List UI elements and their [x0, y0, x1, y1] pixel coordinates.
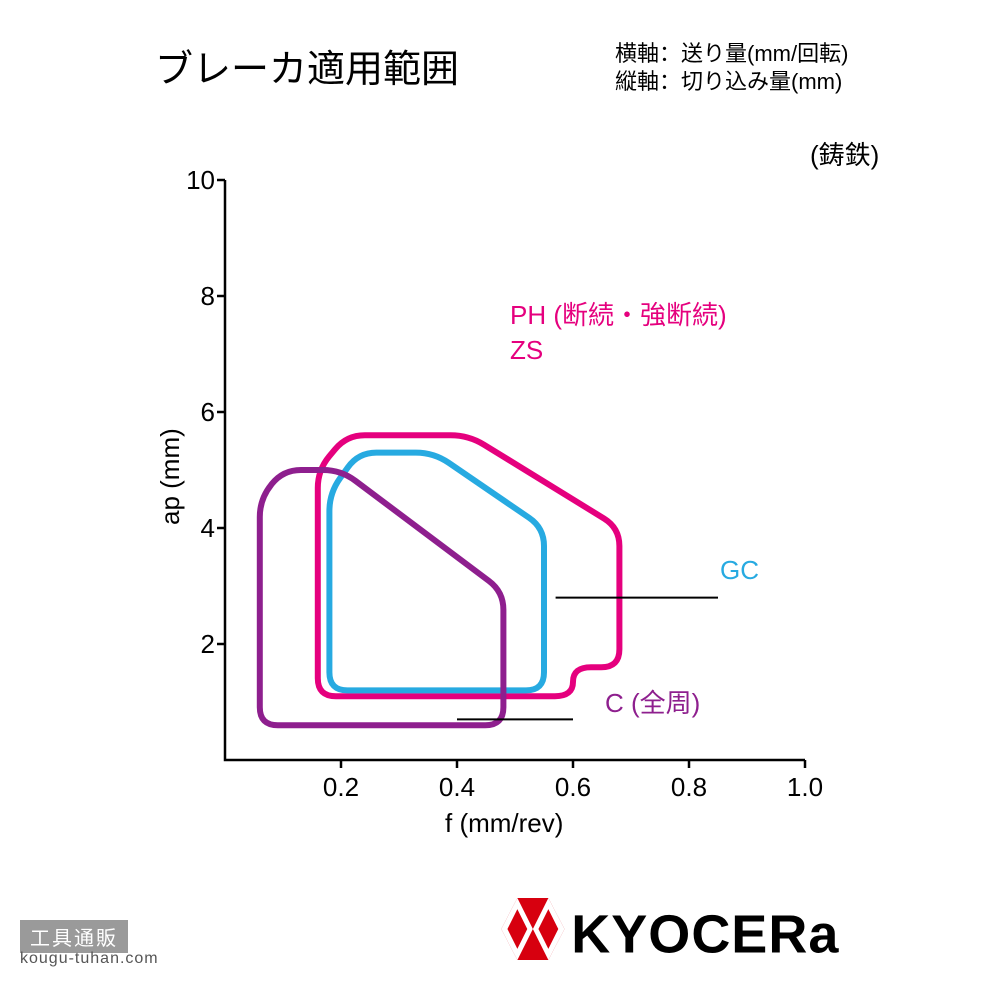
x-tick: 0.4 — [432, 772, 482, 803]
x-axis-label: f (mm/rev) — [445, 808, 563, 839]
x-tick: 0.2 — [316, 772, 366, 803]
axis-description: 横軸：送り量(mm/回転) 縦軸：切り込み量(mm) — [615, 40, 848, 95]
x-tick: 1.0 — [780, 772, 830, 803]
y-tick: 6 — [175, 397, 215, 428]
axis-desc-line1: 横軸：送り量(mm/回転) — [615, 40, 848, 68]
watermark-badge: 工具通販 — [20, 920, 128, 953]
y-tick: 4 — [175, 513, 215, 544]
watermark-url: kougu-tuhan.com — [20, 950, 159, 968]
chart-plot — [165, 120, 865, 820]
y-tick: 8 — [175, 281, 215, 312]
axis-desc-line2: 縦軸：切り込み量(mm) — [615, 68, 848, 96]
x-tick: 0.6 — [548, 772, 598, 803]
series-label-ph-2: ZS — [510, 335, 543, 366]
x-tick: 0.8 — [664, 772, 714, 803]
series-label-gc: GC — [720, 555, 759, 586]
kyocera-logo-icon: KYOCERa — [500, 895, 970, 965]
y-tick: 2 — [175, 629, 215, 660]
svg-text:KYOCERa: KYOCERa — [571, 904, 839, 964]
y-tick: 10 — [175, 165, 215, 196]
series-label-ph: PH (断続・強断続) — [510, 295, 727, 332]
series-label-c: C (全周) — [605, 683, 700, 720]
chart-title: ブレーカ適用範囲 — [155, 38, 459, 93]
y-axis-label: ap (mm) — [155, 428, 186, 525]
